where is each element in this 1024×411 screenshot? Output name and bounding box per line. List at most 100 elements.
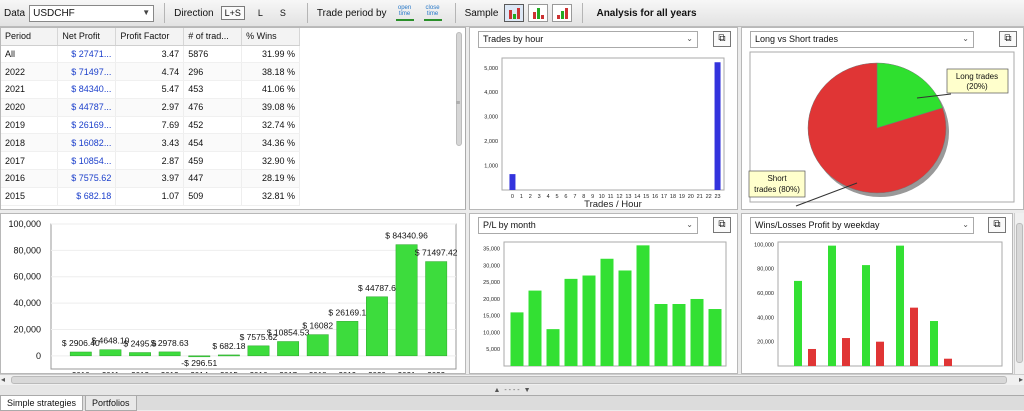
- data-label: $ 682.18: [212, 341, 245, 351]
- x-tick-label: 10: [599, 194, 605, 200]
- bar: [158, 351, 181, 357]
- plot-area: [777, 241, 1003, 367]
- scroll-left-icon[interactable]: ◂: [1, 375, 6, 384]
- y-tick-label: 0: [36, 351, 41, 361]
- chart-type-select[interactable]: Trades by hour ⌄: [478, 30, 698, 48]
- x-tick-label: 2012: [131, 371, 149, 373]
- table-row[interactable]: 2016 $ 7575.62 3.97 447 28.19 %: [1, 169, 300, 188]
- x-tick-label: 3: [538, 194, 541, 200]
- maximize-icon[interactable]: ⧉: [999, 31, 1017, 47]
- y-tick-label: 1,000: [484, 164, 498, 170]
- bar: [366, 296, 388, 357]
- scroll-right-icon[interactable]: ▸: [1018, 375, 1023, 384]
- table-row[interactable]: 2017 $ 10854... 2.87 459 32.90 %: [1, 151, 300, 171]
- cell-period: 2018: [1, 133, 59, 153]
- sample-oos-button[interactable]: [552, 4, 573, 22]
- chart-type-select[interactable]: P/L by month ⌄: [478, 216, 698, 234]
- bar: [714, 62, 721, 190]
- col-header-num-trades[interactable]: # of trad...: [183, 28, 243, 46]
- x-tick-label: 12: [616, 194, 622, 200]
- cell-num-trades: 509: [183, 187, 243, 206]
- cell-num-trades: 453: [183, 80, 243, 99]
- chevron-down-icon: ⌄: [686, 33, 693, 43]
- table-row[interactable]: 2020 $ 44787... 2.97 476 39.08 %: [1, 98, 300, 117]
- x-tick-label: 2022: [427, 371, 445, 373]
- tab-portfolios[interactable]: Portfolios: [85, 396, 137, 411]
- callout-line: [916, 93, 952, 99]
- tp-close-line1: close: [425, 5, 440, 11]
- sample-is-button[interactable]: [528, 4, 549, 22]
- table-scrollbar-knob[interactable]: [456, 32, 462, 146]
- bar: [930, 321, 938, 366]
- horizontal-scrollbar-knob[interactable]: [11, 376, 1007, 384]
- cell-wins: 32.74 %: [241, 116, 300, 135]
- bar: [69, 351, 92, 357]
- bar: [395, 244, 418, 357]
- collapse-down-icon[interactable]: ▼: [523, 386, 531, 394]
- x-tick-label: 2011: [102, 371, 120, 373]
- table-row[interactable]: 2021 $ 84340... 5.47 453 41.06 %: [1, 80, 300, 99]
- table-row[interactable]: All $ 27471... 3.47 5876 31.99 %: [1, 45, 300, 64]
- bar: [672, 304, 686, 366]
- x-axis-title: Trades / Hour: [584, 199, 642, 208]
- y-tick-label: 10,000: [483, 330, 500, 336]
- collapse-up-icon[interactable]: ▲: [493, 386, 501, 394]
- right-scrollbar-knob[interactable]: [1016, 223, 1023, 363]
- col-header-profit-factor[interactable]: Profit Factor: [115, 28, 185, 46]
- bar: [808, 348, 816, 366]
- arrow-left-icon: [395, 19, 414, 21]
- cell-net-profit: $ 10854...: [57, 151, 117, 171]
- x-tick-label: 15: [643, 194, 649, 200]
- chart-type-select[interactable]: Long vs Short trades ⌄: [750, 30, 974, 48]
- col-header-period[interactable]: Period: [1, 28, 59, 46]
- bar: [876, 341, 884, 366]
- direction-long-button[interactable]: L: [257, 8, 263, 18]
- yearly-profit-chart: 0 20,000 40,000 60,000 80,000 100,000 $ 2906.4…: [8, 219, 457, 380]
- x-tick-label: 2018: [309, 371, 327, 373]
- chart-type-select[interactable]: Wins/Losses Profit by weekday ⌄: [750, 216, 974, 234]
- table-scrollbar[interactable]: ≡: [455, 30, 463, 206]
- cell-profit-factor: 3.47: [115, 45, 185, 64]
- direction-ls-button[interactable]: L+S: [220, 6, 245, 20]
- direction-label: Direction: [174, 7, 214, 19]
- cell-wins: 32.81 %: [241, 187, 300, 206]
- tab-simple-strategies[interactable]: Simple strategies: [0, 396, 84, 411]
- direction-short-button[interactable]: S: [279, 8, 286, 18]
- col-header-net-profit[interactable]: Net Profit: [57, 28, 117, 46]
- cell-net-profit: $ 44787...: [57, 98, 117, 117]
- table-row[interactable]: 2019 $ 26169... 7.69 452 32.74 %: [1, 116, 300, 135]
- right-scrollbar[interactable]: [1014, 213, 1024, 374]
- chevron-down-icon: ⌄: [686, 219, 693, 229]
- table-row[interactable]: 2018 $ 16082... 3.43 454 34.36 %: [1, 133, 300, 153]
- pl-by-month-chart: 5,000 10,000 15,000 20,000 25,000 30,000 35,00…: [483, 241, 727, 367]
- maximize-icon[interactable]: ⧉: [713, 31, 731, 47]
- x-tick-label: 17: [661, 194, 667, 200]
- trade-period-open-button[interactable]: open time: [393, 2, 417, 24]
- pie-slice: [807, 62, 947, 194]
- data-label: $ 10854.53: [267, 328, 310, 338]
- table-row[interactable]: 2022 $ 71497... 4.74 296 38.18 %: [1, 62, 300, 82]
- x-tick-label: 0: [511, 194, 514, 200]
- maximize-icon[interactable]: ⧉: [988, 217, 1006, 233]
- chevron-down-icon: ▼: [142, 7, 151, 17]
- x-tick-label: 2016: [250, 371, 268, 373]
- maximize-icon[interactable]: ⧉: [713, 217, 731, 233]
- col-header-wins[interactable]: % Wins: [241, 28, 300, 46]
- x-tick-label: 2021: [398, 371, 416, 373]
- x-tick-label: 5: [556, 194, 559, 200]
- data-select[interactable]: USDCHF ▼: [29, 4, 155, 22]
- horizontal-scrollbar[interactable]: ◂ ▸: [0, 374, 1024, 385]
- cell-profit-factor: 2.87: [115, 151, 185, 171]
- cell-profit-factor: 5.47: [115, 80, 185, 99]
- cell-profit-factor: 3.43: [115, 133, 185, 153]
- data-label: $ 2978.63: [151, 338, 189, 348]
- callout-box: [946, 68, 1009, 94]
- toolbar-separator: [306, 3, 308, 23]
- panel-splitter[interactable]: ▲ - - - - ▼: [0, 385, 1024, 395]
- sample-full-button[interactable]: [504, 4, 525, 22]
- trade-period-close-button[interactable]: close time: [421, 2, 445, 24]
- grip-icon: ≡: [456, 100, 461, 107]
- chart-title: Long vs Short trades: [755, 34, 839, 44]
- table-row[interactable]: 2015 $ 682.18 1.07 509 32.81 %: [1, 187, 300, 206]
- tp-open-line2: time: [398, 11, 411, 17]
